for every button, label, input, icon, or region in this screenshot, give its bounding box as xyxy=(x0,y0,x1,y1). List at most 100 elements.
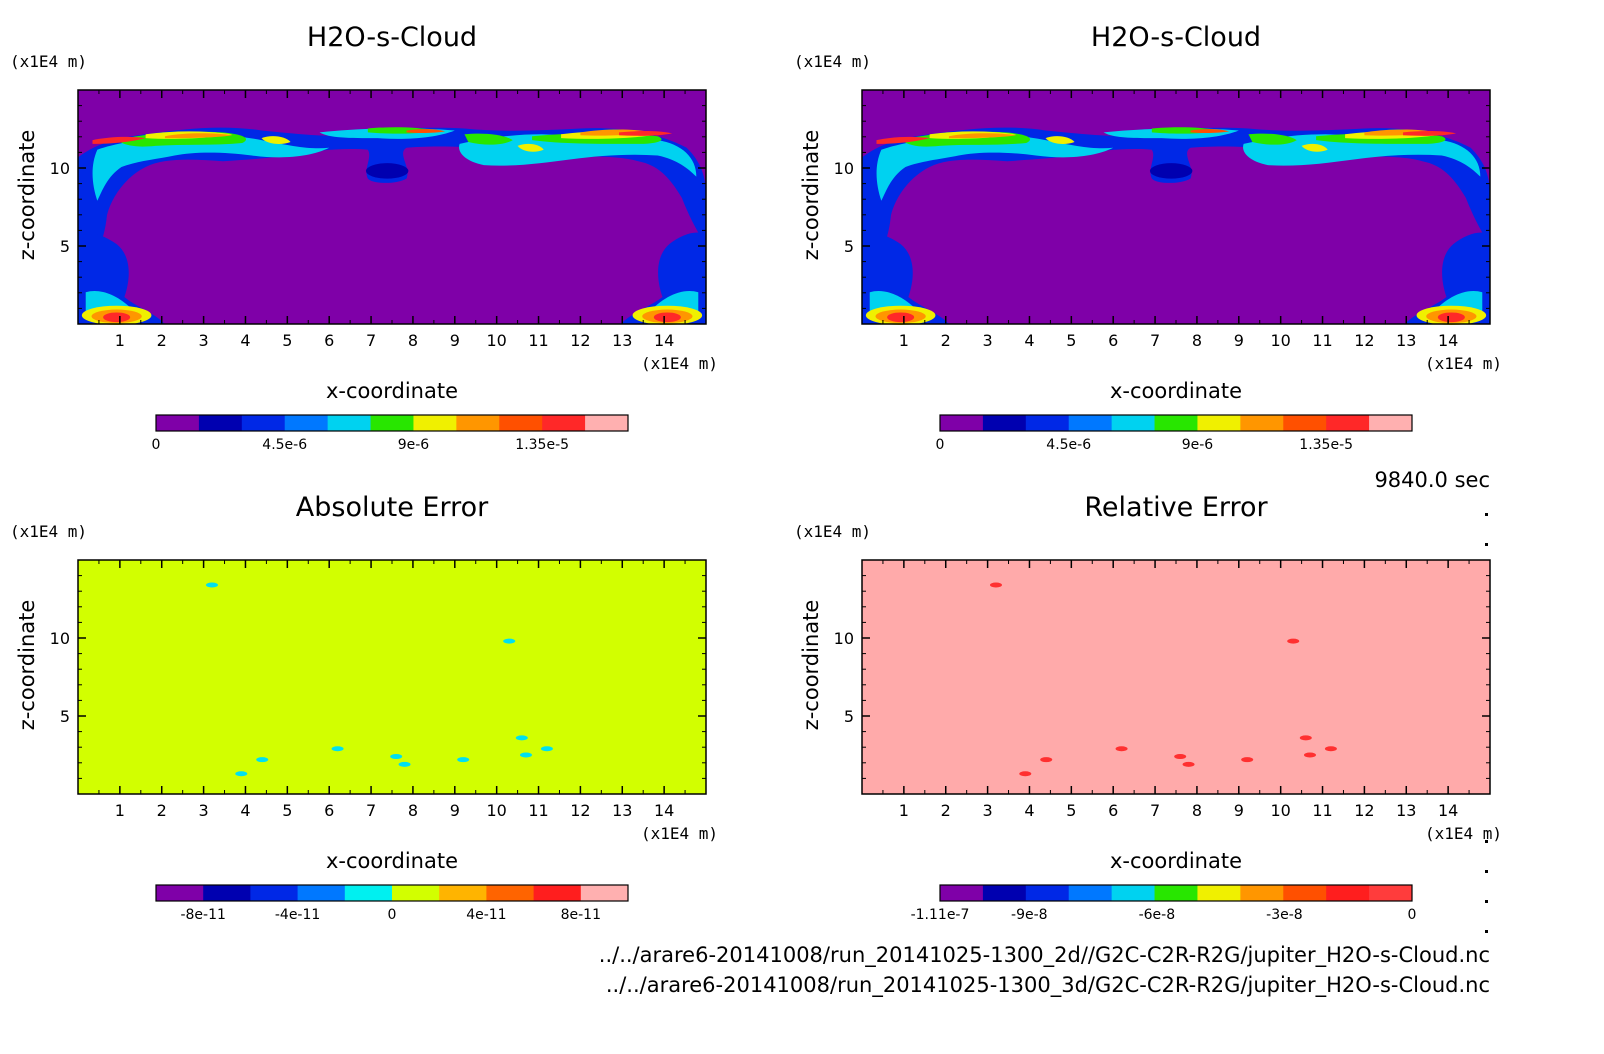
colorbar-swatch xyxy=(1068,415,1113,431)
x-tick-label: 11 xyxy=(1312,331,1332,350)
x-tick-label: 12 xyxy=(1354,801,1374,820)
error-spot xyxy=(390,754,403,760)
x-tick-label: 10 xyxy=(1270,801,1290,820)
error-spot xyxy=(235,771,248,777)
y-tick-label: 5 xyxy=(844,237,854,256)
error-spot xyxy=(1182,761,1195,767)
colorbar-swatch xyxy=(1283,415,1327,431)
x-tick-label: 14 xyxy=(1438,801,1458,820)
colorbar-swatch xyxy=(327,415,372,431)
colorbar-label: 9e-6 xyxy=(398,437,430,453)
colorbar-swatch xyxy=(156,415,200,431)
x-unit-label: (x1E4 m) xyxy=(641,354,718,373)
y-tick-label: 5 xyxy=(60,707,70,726)
error-spot xyxy=(519,752,532,758)
x-tick-label: 8 xyxy=(408,801,418,820)
colorbar-swatch xyxy=(940,415,984,431)
colorbar-swatch xyxy=(1154,885,1198,901)
error-spot xyxy=(989,582,1002,588)
marker-dot xyxy=(1485,930,1488,933)
colorbar-swatch xyxy=(1197,415,1241,431)
colorbar-swatch xyxy=(203,885,251,901)
colorbar-label: -1.11e-7 xyxy=(911,907,970,923)
colorbar-label: 0 xyxy=(1408,907,1417,923)
x-tick-label: 12 xyxy=(570,331,590,350)
x-tick-label: 6 xyxy=(324,331,334,350)
x-tick-label: 12 xyxy=(1354,331,1374,350)
colorbar-label: 1.35e-5 xyxy=(1299,437,1353,453)
x-tick-label: 1 xyxy=(899,331,909,350)
x-axis-label: x-coordinate xyxy=(326,379,458,403)
x-tick-label: 5 xyxy=(282,801,292,820)
x-tick-label: 8 xyxy=(1192,331,1202,350)
chart-title: Relative Error xyxy=(1084,492,1268,523)
colorbar-label: 4.5e-6 xyxy=(1046,437,1091,453)
x-tick-label: 13 xyxy=(1396,331,1416,350)
colorbar-swatch xyxy=(1025,885,1070,901)
y-unit-label: (x1E4 m) xyxy=(10,522,87,541)
colorbar-swatch xyxy=(1369,415,1413,431)
x-unit-label: (x1E4 m) xyxy=(1425,354,1502,373)
x-tick-label: 5 xyxy=(1066,331,1076,350)
x-unit-label: (x1E4 m) xyxy=(1425,824,1502,843)
x-tick-label: 13 xyxy=(612,801,632,820)
colorbar-swatch xyxy=(499,415,543,431)
x-tick-label: 5 xyxy=(282,331,292,350)
x-tick-label: 9 xyxy=(1234,331,1244,350)
x-axis-label: x-coordinate xyxy=(1110,379,1242,403)
colorbar-swatch xyxy=(982,415,1027,431)
x-tick-label: 13 xyxy=(612,331,632,350)
x-tick-label: 9 xyxy=(450,801,460,820)
colorbar-label: 9e-6 xyxy=(1182,437,1214,453)
colorbar-swatch xyxy=(344,885,393,901)
colorbar-swatch xyxy=(1326,415,1370,431)
colorbar-swatch xyxy=(1197,885,1241,901)
colorbar-frame xyxy=(939,884,1413,902)
x-tick-label: 6 xyxy=(1108,331,1118,350)
x-tick-label: 1 xyxy=(115,331,125,350)
colorbar-swatch xyxy=(456,415,500,431)
x-tick-label: 3 xyxy=(199,801,209,820)
colorbar-swatch xyxy=(241,415,286,431)
error-spot xyxy=(398,761,411,767)
x-tick-label: 4 xyxy=(240,801,250,820)
x-tick-label: 7 xyxy=(366,331,376,350)
y-unit-label: (x1E4 m) xyxy=(794,522,871,541)
error-spot xyxy=(515,735,528,741)
marker-dot xyxy=(1485,513,1488,516)
colorbar-swatch xyxy=(1369,885,1413,901)
colorbar-label: 1.35e-5 xyxy=(515,437,569,453)
colorbar-swatch xyxy=(542,415,586,431)
plot-area xyxy=(862,90,1490,324)
y-tick-label: 10 xyxy=(50,629,70,648)
chart-title: H2O-s-Cloud xyxy=(307,22,477,53)
x-tick-label: 9 xyxy=(1234,801,1244,820)
side-markers xyxy=(1485,513,1488,933)
x-tick-label: 7 xyxy=(1150,801,1160,820)
x-tick-label: 11 xyxy=(1312,801,1332,820)
error-spot xyxy=(331,746,344,752)
chart-panel-4: Relative Error(x1E4 m)1 2 3 4 5 6 7 8 9 10 11 12 13 1… xyxy=(794,492,1502,923)
y-axis-label: z-coordinate xyxy=(799,130,823,261)
error-spot xyxy=(1019,771,1032,777)
chart-panel-1: H2O-s-Cloud(x1E4 m)1 2 3 4 5 6 7 8 9 10 11 12 13 1451… xyxy=(10,22,718,453)
x-tick-label: 3 xyxy=(983,331,993,350)
error-spot xyxy=(457,757,470,763)
colorbar-swatch xyxy=(1240,885,1284,901)
x-tick-label: 7 xyxy=(366,801,376,820)
y-tick-label: 5 xyxy=(60,237,70,256)
error-spot xyxy=(1241,757,1254,763)
error-spot xyxy=(1115,746,1128,752)
plot-area xyxy=(78,560,706,794)
colorbar-swatch xyxy=(413,415,457,431)
chart-title: H2O-s-Cloud xyxy=(1091,22,1261,53)
colorbar-swatch xyxy=(297,885,346,901)
colorbar-swatch xyxy=(982,885,1027,901)
chart-title: Absolute Error xyxy=(296,492,489,523)
x-tick-label: 10 xyxy=(1270,331,1290,350)
x-tick-label: 6 xyxy=(1108,801,1118,820)
colorbar-swatch xyxy=(1283,885,1327,901)
colorbar-swatch xyxy=(370,415,414,431)
x-tick-label: 7 xyxy=(1150,331,1160,350)
